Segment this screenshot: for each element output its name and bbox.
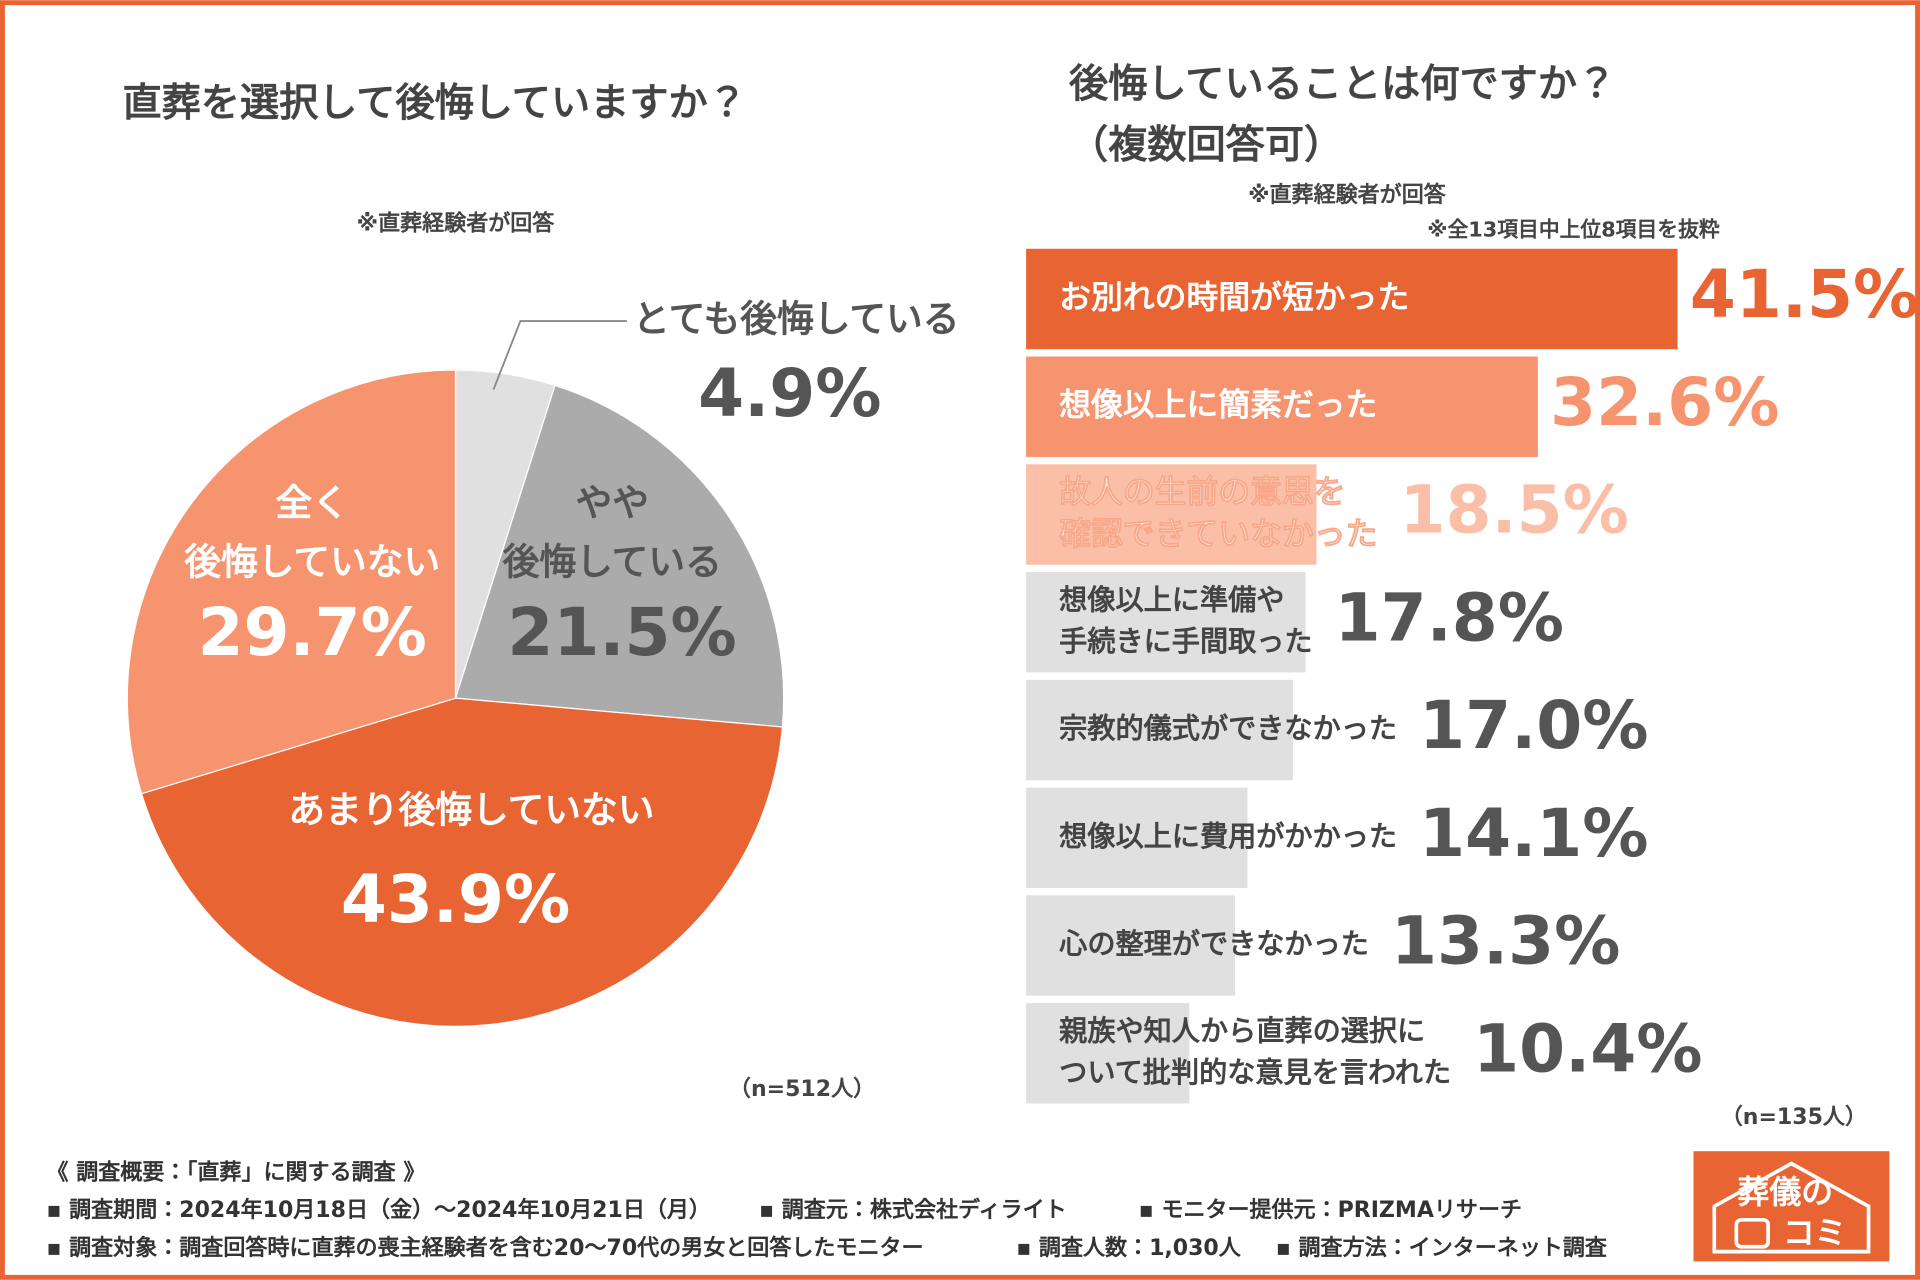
logo-text: コミ [1783,1213,1847,1251]
bar-value: 32.6% [1550,364,1779,441]
bar [1026,787,1248,888]
bar-value: 14.1% [1419,795,1648,872]
slice-value: 43.9% [341,861,570,938]
bar-value: 18.5% [1400,472,1629,549]
bar-subtitle: ※直葬経験者が回答 [1248,182,1447,208]
bar-value: 17.8% [1335,579,1564,656]
footer-item: ▪ 調査期間：2024年10月18日（金）～2024年10月21日（月） [47,1197,711,1223]
bar [1026,464,1317,565]
bar-value: 17.0% [1419,687,1648,764]
bar-label: 宗教的儀式ができなかった [1059,712,1397,745]
leader-line [492,320,627,390]
bar-title: 後悔していることは何ですか？（複数回答可） [1068,61,1616,167]
footer-title: 《 調査概要：「直葬」に関する調査 》 [47,1159,426,1185]
bar-note: （n=135人） [1721,1105,1867,1130]
slice-label: とても後悔している [633,298,959,341]
bar [1026,1003,1190,1104]
bar-label: 親族や知人から直葬の選択について批判的な意見を言われた [1059,1014,1451,1089]
logo-house [1712,1161,1871,1254]
slice-value: 21.5% [507,594,736,671]
pie-title: 直葬を選択して後悔していますか？ [122,81,746,126]
bar [1026,356,1538,457]
bar-value: 41.5% [1690,256,1919,333]
slice-label: 全く後悔していない [183,481,440,583]
pie-slice [454,384,785,728]
logo-text: 葬儀の [1738,1173,1834,1211]
slice-label: あまり後悔していない [288,789,654,832]
pie-note: （n=512人） [729,1077,875,1102]
bar-label: お別れの時間が短かった [1059,278,1409,316]
footer-item: ▪ モニター提供元：PRIZMAリサーチ [1139,1197,1522,1223]
slice-label: やや後悔している [502,481,722,583]
footer-item: ▪ 調査方法：インターネット調査 [1276,1235,1608,1261]
bar [1026,248,1678,350]
bar-label: 想像以上に費用がかかった [1059,820,1397,853]
slice-value: 4.9% [698,355,881,432]
bar-value: 13.3% [1391,903,1620,980]
footer-item: ▪ 調査元：株式会社ディライト [759,1197,1066,1223]
bar-value: 10.4% [1473,1010,1702,1087]
bar-label: 想像以上に準備や手続きに手間取った [1059,583,1312,658]
bar [1026,895,1235,996]
slice-value: 29.7% [198,594,427,671]
pie-slice [126,369,457,795]
pie-slice [140,697,784,1027]
pie-subtitle: ※直葬経験者が回答 [357,210,556,236]
footer-item: ▪ 調査対象：調査回答時に直葬の喪主経験者を含む20～70代の男女と回答したモニ… [47,1235,924,1261]
bar-label: 想像以上に簡素だった [1059,386,1377,424]
bar [1026,679,1293,781]
logo-icon [1734,1217,1770,1249]
bar-label: 心の整理ができなかった [1058,928,1369,961]
bar-annotation: ※全13項目中上位8項目を抜粋 [1427,217,1720,241]
logo-box [1693,1151,1890,1262]
footer-item: ▪ 調査人数：1,030人 [1016,1235,1241,1261]
bar-label: 故人の生前の意思を確認できていなかった [1059,473,1377,553]
bar [1026,572,1306,673]
